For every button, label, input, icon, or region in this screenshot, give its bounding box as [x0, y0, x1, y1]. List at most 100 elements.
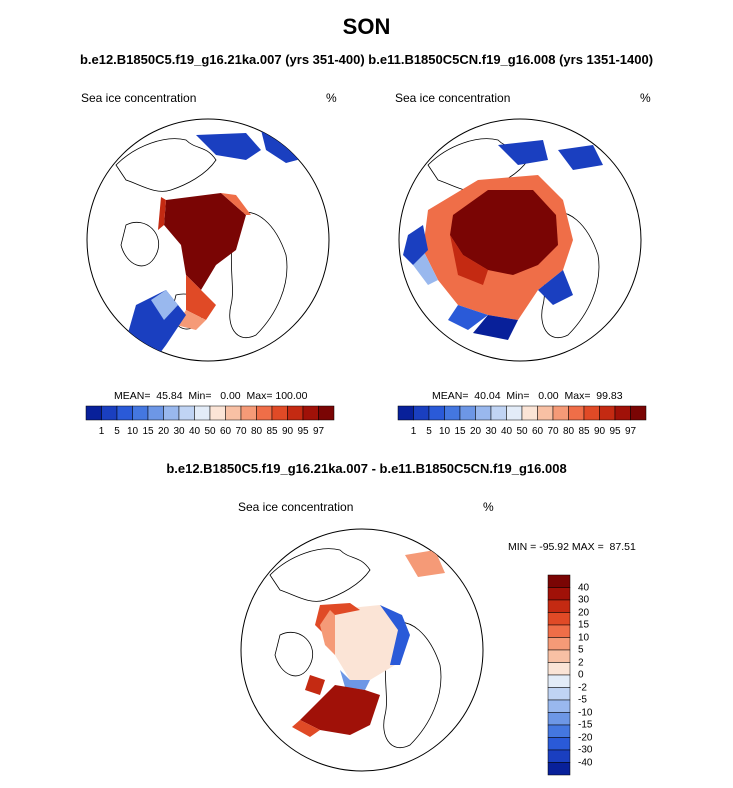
panel1-colorbar-swatch [194, 405, 211, 421]
figure-title: SON [342, 14, 391, 39]
difference-colorbar-tick-label: 0 [578, 669, 584, 681]
difference-colorbar-swatch [547, 612, 571, 626]
panel1-ice-core [164, 193, 246, 290]
panel2-colorbar-swatch [552, 405, 569, 421]
panel1-colorbar-tick-label: 50 [204, 426, 216, 437]
panel2-low-ice-rim [403, 225, 428, 265]
difference-colorbar-swatch [547, 637, 571, 651]
difference-colorbar-swatch [547, 749, 571, 763]
panel1-colorbar-swatch [287, 405, 304, 421]
panel1-colorbar-tick-label: 95 [297, 426, 309, 437]
panel2-colorbar-swatch [537, 405, 554, 421]
difference-colorbar-tick-label: -5 [578, 694, 587, 706]
panel1-colorbar-swatch [85, 405, 102, 421]
panel1-colorbar-tick-label: 90 [281, 426, 294, 437]
panel2-colorbar-swatch [521, 405, 538, 421]
difference-colorbar-swatch [547, 687, 571, 701]
difference-colorbar [547, 574, 571, 776]
panel1-colorbar-labels: 1 5 10 15 20 30 40 50 60 70 80 85 90 95 97 [86, 426, 334, 440]
difference-colorbar-tick-label: -40 [578, 757, 593, 768]
difference-map [240, 528, 484, 772]
panel2-colorbar-tick-label: 15 [454, 426, 466, 437]
panel2-colorbar-tick-label: 10 [438, 426, 451, 437]
panel1-low-ice-pacific [196, 133, 261, 160]
difference-colorbar-tick-label: -15 [578, 719, 593, 731]
panel1-colorbar-swatch [132, 405, 149, 421]
difference-colorbar-tick-label: -10 [578, 707, 593, 718]
panel3-stats: MIN = -95.92 MAX = 87.51 [508, 541, 636, 553]
panel1-colorbar-tick-label: 40 [188, 426, 201, 437]
panel1-colorbar-tick-label: 80 [250, 426, 263, 437]
panel2-variable-label: Sea ice concentration [395, 91, 511, 105]
difference-colorbar-tick-label: 20 [578, 607, 590, 618]
panel2-colorbar-swatch [397, 405, 414, 421]
diff-pacific-positive [405, 550, 445, 577]
difference-colorbar-tick-label: 10 [578, 632, 590, 643]
difference-colorbar-tick-label: 5 [578, 644, 584, 656]
difference-colorbar-swatch [547, 699, 571, 713]
difference-colorbar-labels: 40 30 20 15 10 5 2 0 -2 -5 -10 -15 -20 -30 -40 [578, 575, 608, 775]
diff-atlantic-positive [300, 685, 380, 735]
difference-colorbar-tick-label: -20 [578, 732, 593, 743]
panel1-colorbar-swatch [116, 405, 133, 421]
panel1-colorbar-tick-label: 60 [219, 426, 232, 437]
panel1-colorbar-swatch [225, 405, 242, 421]
difference-colorbar-swatch [547, 599, 571, 613]
panel2-colorbar-swatch [413, 405, 430, 421]
panel2-units-label: % [640, 91, 651, 105]
panel2-colorbar-tick-label: 85 [578, 426, 590, 437]
panel1-colorbar [85, 405, 335, 421]
panel1-units-label: % [326, 91, 337, 105]
panel2-stats: MEAN= 40.04 Min= 0.00 Max= 99.83 [432, 390, 623, 402]
panel2-colorbar-tick-label: 80 [562, 426, 575, 437]
panel2-colorbar-swatch [599, 405, 616, 421]
panel1-colorbar-swatch [209, 405, 226, 421]
panel2-colorbar-tick-label: 20 [469, 426, 482, 437]
panel2-colorbar-labels: 1 5 10 15 20 30 40 50 60 70 80 85 90 95 97 [398, 426, 646, 440]
diff-central-neutral [330, 605, 400, 680]
panel1-colorbar-swatch [101, 405, 118, 421]
difference-colorbar-tick-label: 2 [578, 657, 584, 668]
difference-colorbar-swatch [547, 587, 571, 601]
panel1-colorbar-swatch [318, 405, 335, 421]
panel1-colorbar-tick-label: 85 [266, 426, 278, 437]
diff-arctic-rim-negative [380, 605, 410, 665]
panel2-colorbar-swatch [444, 405, 461, 421]
panel2-colorbar-tick-label: 50 [516, 426, 528, 437]
panel1-colorbar-swatch [240, 405, 257, 421]
panel1-colorbar-tick-label: 30 [173, 426, 185, 437]
panel1-map [86, 118, 330, 362]
difference-colorbar-tick-label: 15 [578, 619, 590, 631]
panel1-colorbar-swatch [163, 405, 180, 421]
panel2-colorbar-swatch [475, 405, 492, 421]
difference-title: b.e12.B1850C5.f19_g16.21ka.007 - b.e11.B… [166, 461, 567, 476]
panel1-colorbar-tick-label: 97 [312, 426, 325, 437]
panel2-colorbar-tick-label: 95 [609, 426, 621, 437]
panel2-map [398, 118, 642, 362]
difference-colorbar-swatch [547, 674, 571, 688]
panel2-colorbar-swatch [568, 405, 585, 421]
panel2-colorbar-swatch [630, 405, 647, 421]
panel1-variable-label: Sea ice concentration [81, 91, 197, 105]
panel1-colorbar-tick-label: 20 [157, 426, 170, 437]
difference-colorbar-swatch [547, 737, 571, 751]
panel2-colorbar-swatch [490, 405, 507, 421]
panel2-ice-core [450, 190, 558, 275]
panel3-units-label: % [483, 500, 494, 514]
panel2-colorbar-tick-label: 30 [485, 426, 497, 437]
panel2-colorbar-swatch [583, 405, 600, 421]
panel1-colorbar-tick-label: 1 [98, 426, 105, 437]
panel1-colorbar-tick-label: 10 [126, 426, 139, 437]
difference-colorbar-swatch [547, 574, 571, 588]
panel2-colorbar-swatch [506, 405, 523, 421]
panel2-colorbar-tick-label: 97 [624, 426, 637, 437]
panel2-colorbar-tick-label: 60 [531, 426, 544, 437]
difference-colorbar-tick-label: 30 [578, 594, 590, 606]
panel2-colorbar-tick-label: 70 [547, 426, 559, 437]
panel1-colorbar-swatch [178, 405, 195, 421]
difference-colorbar-tick-label: -30 [578, 744, 593, 756]
figure-subtitle: b.e12.B1850C5.f19_g16.21ka.007 (yrs 351-… [79, 52, 654, 67]
difference-colorbar-tick-label: -2 [578, 682, 587, 693]
panel3-variable-label: Sea ice concentration [238, 500, 354, 514]
panel2-colorbar [397, 405, 647, 421]
